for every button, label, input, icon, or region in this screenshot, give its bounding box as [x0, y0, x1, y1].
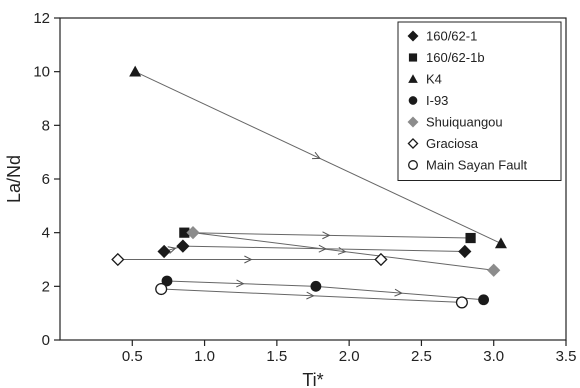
legend-label: Graciosa: [426, 136, 479, 151]
y-tick-label: 2: [42, 278, 50, 295]
trend-arrow: [167, 246, 177, 254]
trend-arrow: [322, 231, 331, 240]
x-tick-label: 3.0: [483, 348, 504, 365]
trend-arrow: [244, 255, 253, 264]
trend-line: [192, 232, 494, 271]
data-point: [455, 296, 468, 309]
legend: 160/62-1 160/62-1b K4 I-93 Shuiquangou Gracio…: [397, 21, 562, 181]
data-point: [487, 263, 501, 277]
y-tick-label: 6: [42, 171, 50, 188]
trend-line: [161, 288, 462, 303]
data-point: [176, 239, 190, 253]
x-tick-label: 0.5: [122, 348, 143, 365]
x-tick-label: 2.0: [339, 348, 360, 365]
legend-label: I-93: [426, 93, 448, 108]
legend-marker: [408, 160, 418, 170]
legend-label: K4: [426, 72, 442, 87]
trend-arrow: [312, 151, 321, 160]
trend-arrow: [236, 279, 245, 288]
trend-line: [184, 232, 471, 239]
y-tick-label: 4: [42, 225, 50, 242]
trend-arrow: [394, 288, 403, 297]
y-tick-label: 12: [33, 10, 50, 27]
data-point: [465, 232, 476, 244]
legend-box: [397, 21, 562, 181]
data-point: [129, 65, 142, 77]
x-tick-label: 1.5: [266, 348, 287, 365]
legend-label: 160/62-1b: [426, 50, 485, 65]
x-tick-label: 1.0: [194, 348, 215, 365]
legend-marker: [408, 74, 418, 83]
y-tick-label: 0: [42, 332, 50, 349]
trend-lines: [117, 71, 502, 303]
x-axis-title: Ti*: [302, 370, 323, 388]
y-axis-title: La/Nd: [4, 155, 24, 203]
y-tick-label: 8: [42, 117, 50, 134]
legend-label: Shuiquangou: [426, 115, 503, 130]
trend-line: [315, 285, 484, 301]
data-point: [494, 237, 507, 249]
data-point: [155, 282, 168, 296]
data-point: [161, 275, 173, 287]
legend-label: Main Sayan Fault: [426, 158, 528, 173]
legend-marker: [407, 138, 419, 149]
data-point: [157, 244, 171, 259]
trend-line: [166, 280, 316, 287]
data-markers: [111, 65, 507, 309]
trend-arrow: [306, 291, 315, 300]
trend-line: [134, 71, 502, 244]
data-point: [374, 252, 388, 267]
legend-label: 160/62-1: [426, 29, 477, 44]
y-tick-label: 10: [33, 64, 50, 81]
x-tick-label: 3.5: [556, 348, 577, 365]
legend-marker: [407, 116, 419, 128]
data-point: [111, 252, 125, 267]
legend-marker: [408, 96, 418, 105]
trend-line: [182, 245, 465, 252]
legend-marker: [408, 53, 418, 62]
axis-ticks: 0.5 1.0 1.5 2.0 2.5 3.0 3.5 0 2 4 6 8 10 12: [33, 10, 576, 365]
data-point: [186, 226, 200, 240]
data-point: [310, 280, 322, 292]
data-point: [458, 244, 472, 259]
x-tick-label: 2.5: [411, 348, 432, 365]
trend-arrow: [318, 244, 327, 253]
legend-marker: [407, 30, 419, 42]
data-point: [179, 227, 190, 238]
data-point: [478, 294, 489, 306]
